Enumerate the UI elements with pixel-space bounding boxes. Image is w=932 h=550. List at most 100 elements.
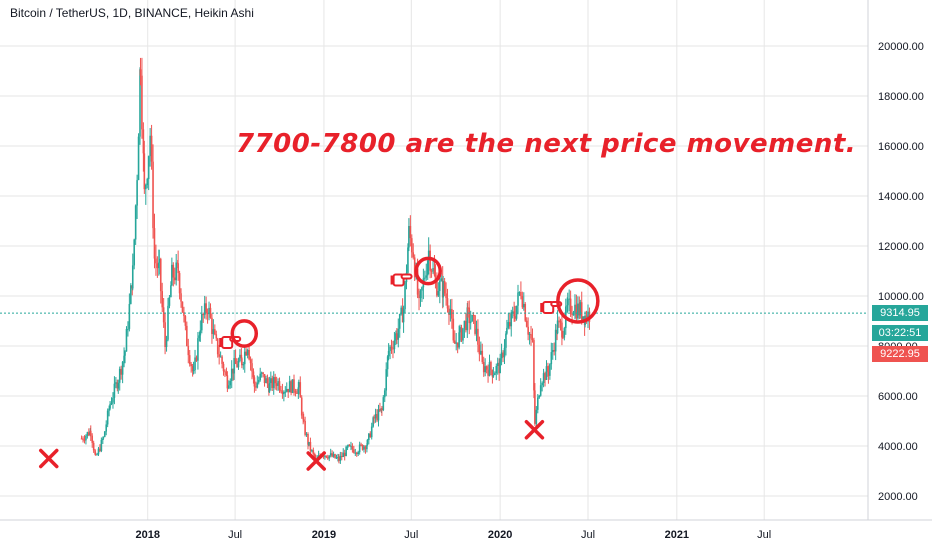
candle-body xyxy=(575,304,578,319)
candle-body xyxy=(480,350,482,355)
candle-body xyxy=(374,414,377,419)
candle-body xyxy=(139,69,141,137)
circle-annotation xyxy=(414,256,442,286)
candle-body xyxy=(86,432,89,436)
x-mark-stroke xyxy=(39,448,59,469)
candle-body xyxy=(409,225,412,239)
candle-body xyxy=(522,303,525,308)
last-price-tag: 9314.95 xyxy=(872,305,928,321)
candle-body xyxy=(407,247,409,273)
candle-body xyxy=(188,355,191,365)
candle-body xyxy=(551,350,554,353)
candle-body xyxy=(335,457,338,459)
candle-body xyxy=(472,314,475,316)
candle-body xyxy=(513,311,515,317)
candle-body xyxy=(209,307,212,318)
candle-body xyxy=(252,371,255,378)
candle-body xyxy=(246,349,249,356)
candle-body xyxy=(211,317,213,335)
candle-body xyxy=(471,314,473,322)
candle-body xyxy=(89,430,92,436)
candle-body xyxy=(259,373,262,381)
candle-body xyxy=(385,369,388,391)
candle-body xyxy=(224,371,226,373)
candle-body xyxy=(386,356,389,370)
candle-body xyxy=(433,268,436,276)
candle-body xyxy=(249,359,252,364)
candle-body xyxy=(192,370,195,372)
candle-body xyxy=(520,292,522,296)
drawing-annotations[interactable] xyxy=(39,256,600,471)
candle-body xyxy=(382,397,385,411)
candle-body xyxy=(102,437,105,439)
candle-body xyxy=(139,69,142,76)
candle-body xyxy=(85,435,87,441)
candle-body xyxy=(494,373,496,376)
time-tick-label: 2019 xyxy=(312,529,336,541)
candle-body xyxy=(284,391,287,393)
candle-body xyxy=(150,135,153,162)
candle-body xyxy=(144,185,147,190)
candle-body xyxy=(482,362,485,373)
candle-body xyxy=(490,362,492,370)
candle-body xyxy=(165,339,168,348)
candle-body xyxy=(468,307,471,324)
x-mark-stroke xyxy=(306,451,326,471)
candle-body xyxy=(347,444,349,447)
candle-body xyxy=(117,382,120,389)
candle-body xyxy=(278,381,281,390)
candle-body xyxy=(351,445,354,450)
countdown-tag: 03:22:51 xyxy=(872,325,928,341)
candle-body xyxy=(168,297,171,306)
candle-body xyxy=(361,444,364,450)
price-axis[interactable]: 2000.004000.006000.008000.0010000.001200… xyxy=(878,41,924,503)
candle-body xyxy=(366,440,369,446)
candle-body xyxy=(82,438,84,440)
candle-body xyxy=(302,419,305,421)
candle-body xyxy=(285,388,288,392)
candle-body xyxy=(255,386,257,388)
candle-body xyxy=(175,262,178,281)
candle-body xyxy=(424,277,426,279)
candle-body xyxy=(253,377,256,387)
candle-body xyxy=(569,298,572,314)
time-axis[interactable]: 2018 Jul 2019 Jul 2020 Jul 2021 Jul xyxy=(135,529,771,541)
candle-body xyxy=(527,326,529,335)
candle-body xyxy=(395,333,397,341)
candle-body xyxy=(369,433,372,438)
candle-body xyxy=(121,361,124,375)
candle-body xyxy=(500,352,503,359)
candle-body xyxy=(498,362,500,374)
candle-body xyxy=(288,381,291,393)
candle-body xyxy=(469,321,472,324)
candle-body xyxy=(354,452,357,454)
candle-body xyxy=(266,378,269,384)
candle-body xyxy=(240,354,243,359)
candle-body xyxy=(499,358,501,374)
candle-body xyxy=(134,205,137,240)
candle-body xyxy=(455,342,458,344)
hand-cuff xyxy=(390,275,394,285)
candle-body xyxy=(357,452,360,455)
candle-body xyxy=(298,382,300,388)
candle-body xyxy=(271,378,274,388)
candle-body xyxy=(358,444,361,453)
candle-body xyxy=(215,334,218,339)
candle-body xyxy=(345,446,347,457)
candle-body xyxy=(337,457,339,459)
x-mark-annotation xyxy=(306,451,326,471)
candle-body xyxy=(534,390,536,424)
candle-body xyxy=(578,303,581,316)
time-tick-label: Jul xyxy=(404,529,418,541)
candle-body xyxy=(312,450,315,454)
candle-body xyxy=(410,238,413,253)
candle-body xyxy=(194,357,196,371)
hand-cuff xyxy=(219,338,223,347)
candle-body xyxy=(392,348,394,350)
candle-body xyxy=(120,368,122,375)
candle-body xyxy=(432,268,434,272)
candle-body xyxy=(427,250,430,261)
candle-body xyxy=(563,328,566,338)
annotation-text[interactable]: 7700-7800 are the next price movement. xyxy=(236,129,857,159)
